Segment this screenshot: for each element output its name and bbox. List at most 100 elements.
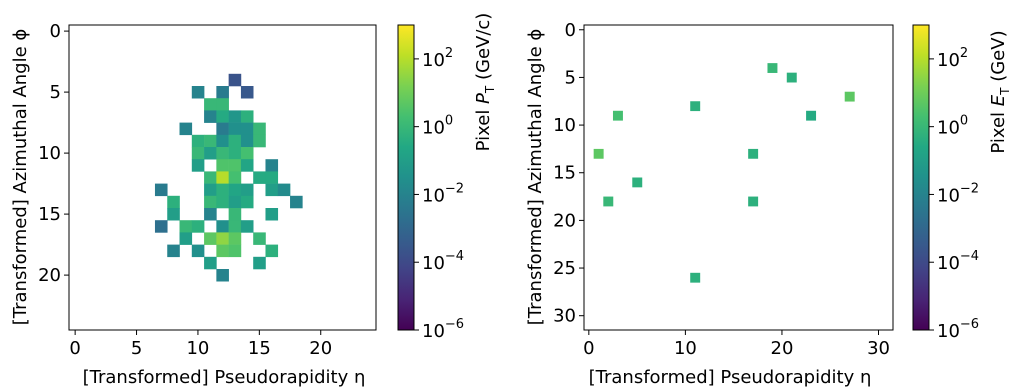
pt-pixel xyxy=(216,134,229,148)
pt-x-axis-ticks: 0 5 10 15 20 xyxy=(69,330,332,359)
pt-colorbar-tick-label: 100 xyxy=(422,114,453,139)
pt-y-tick-label: 10 xyxy=(38,143,61,164)
et-colorbar xyxy=(912,24,930,331)
pt-pixel xyxy=(191,86,205,99)
et-colorbar-label-unit: (GeV) xyxy=(988,30,1009,87)
pt-pixel xyxy=(228,110,242,123)
pt-pixel xyxy=(204,171,217,184)
et-colorbar-tick-label: 10−4 xyxy=(937,249,979,274)
pt-pixel xyxy=(290,195,303,209)
pt-pixel xyxy=(216,269,229,282)
et-pixel xyxy=(603,196,614,207)
et-pixel xyxy=(690,101,701,112)
et-x-axis-label: [Transformed] Pseudorapidity η xyxy=(589,367,872,388)
pt-pixel xyxy=(191,159,205,172)
pt-y-axis-label: [Transformed] Azimuthal Angle ϕ xyxy=(10,29,31,326)
pt-pixel xyxy=(179,220,193,233)
pt-pixel xyxy=(216,98,229,111)
pt-pixel xyxy=(216,159,229,172)
pt-pixel xyxy=(253,122,266,136)
pt-pixel xyxy=(228,134,242,148)
pt-x-tick-label: 20 xyxy=(309,338,332,359)
pt-pixel xyxy=(216,122,229,136)
pt-pixel xyxy=(191,244,205,258)
et-pixel xyxy=(690,272,701,283)
pt-pixel xyxy=(265,208,279,221)
pt-pixel xyxy=(240,147,254,160)
pt-pixel xyxy=(204,134,217,148)
pt-colorbar xyxy=(397,24,415,331)
pt-pixel xyxy=(167,195,180,209)
et-y-tick-label: 10 xyxy=(553,115,576,136)
pt-pixel xyxy=(191,147,205,160)
pt-pixel xyxy=(191,220,205,233)
pt-pixel xyxy=(216,183,229,197)
pt-pixel xyxy=(228,159,242,172)
pt-pixel xyxy=(228,244,242,258)
pt-pixel xyxy=(179,232,193,245)
pt-pixel xyxy=(228,232,242,245)
et-y-tick-label: 0 xyxy=(565,20,576,41)
et-colorbar-label-sub: T xyxy=(998,87,1009,96)
pt-pixel xyxy=(204,98,217,111)
pt-pixel xyxy=(204,232,217,245)
pt-pixel xyxy=(253,256,266,270)
pt-pixel xyxy=(216,147,229,160)
pt-x-tick-label: 10 xyxy=(186,338,209,359)
pt-pixel xyxy=(228,220,242,233)
pt-x-tick-label: 15 xyxy=(248,338,271,359)
pt-y-tick-label: 0 xyxy=(50,21,61,42)
et-colorbar-ticks: 102 100 10−2 10−4 10−6 xyxy=(929,46,979,342)
pt-pixel xyxy=(240,122,254,136)
pt-pixel xyxy=(216,232,229,245)
pt-pixel xyxy=(228,171,242,184)
pt-colorbar-label: Pixel PT (GeV/c) xyxy=(473,13,497,152)
pt-pixel xyxy=(228,73,242,87)
et-y-tick-label: 20 xyxy=(553,210,576,231)
pt-pixel xyxy=(265,183,279,197)
et-x-tick-label: 0 xyxy=(583,338,594,359)
et-pixel xyxy=(632,177,643,188)
et-colorbar-tick-label: 100 xyxy=(937,114,968,139)
pt-pixel xyxy=(228,195,242,209)
pt-pixel xyxy=(253,171,266,184)
pt-pixel xyxy=(265,159,279,172)
pt-x-tick-label: 5 xyxy=(131,338,142,359)
et-pixel xyxy=(767,63,778,73)
et-colorbar-label-var: E xyxy=(988,94,1009,106)
pt-pixel xyxy=(240,159,254,172)
pt-pixel xyxy=(154,220,168,233)
pt-plot-frame xyxy=(68,24,377,331)
pt-colorbar-tick-label: 10−6 xyxy=(422,317,464,342)
pt-pixel xyxy=(216,171,229,184)
pt-pixel xyxy=(228,208,242,221)
pt-pixel xyxy=(253,134,266,148)
pt-pixel xyxy=(167,244,180,258)
et-plot-frame xyxy=(583,24,894,331)
et-x-tick-label: 10 xyxy=(674,338,697,359)
et-heatmap-pixels xyxy=(593,63,855,283)
pt-pixel xyxy=(240,195,254,209)
pt-pixel xyxy=(265,171,279,184)
et-pixel xyxy=(593,148,604,159)
pt-pixel xyxy=(204,183,217,197)
et-colorbar-tick-label: 10−2 xyxy=(937,181,979,206)
et-pixel xyxy=(748,148,759,159)
pt-pixel xyxy=(228,122,242,136)
et-y-tick-label: 15 xyxy=(553,163,576,184)
et-y-axis-ticks: 0 5 10 15 20 25 30 xyxy=(553,20,584,327)
pt-y-tick-label: 5 xyxy=(50,82,61,103)
et-y-tick-label: 30 xyxy=(553,306,576,327)
pt-pixel xyxy=(154,183,168,197)
pt-colorbar-label-unit: (GeV/c) xyxy=(473,13,494,86)
pt-pixel xyxy=(253,232,266,245)
pt-colorbar-ticks: 102 100 10−2 10−4 10−6 xyxy=(414,46,464,342)
pt-y-tick-label: 20 xyxy=(38,265,61,286)
pt-pixel xyxy=(204,195,217,209)
pt-heatmap-chart: 0 5 10 15 20 0 5 10 15 20 [Transformed] Pseudora… xyxy=(10,13,497,388)
pt-pixel xyxy=(240,86,254,99)
et-x-tick-label: 20 xyxy=(771,338,794,359)
et-pixel xyxy=(806,110,817,121)
pt-pixel xyxy=(167,208,180,221)
pt-colorbar-label-var: P xyxy=(473,93,494,104)
